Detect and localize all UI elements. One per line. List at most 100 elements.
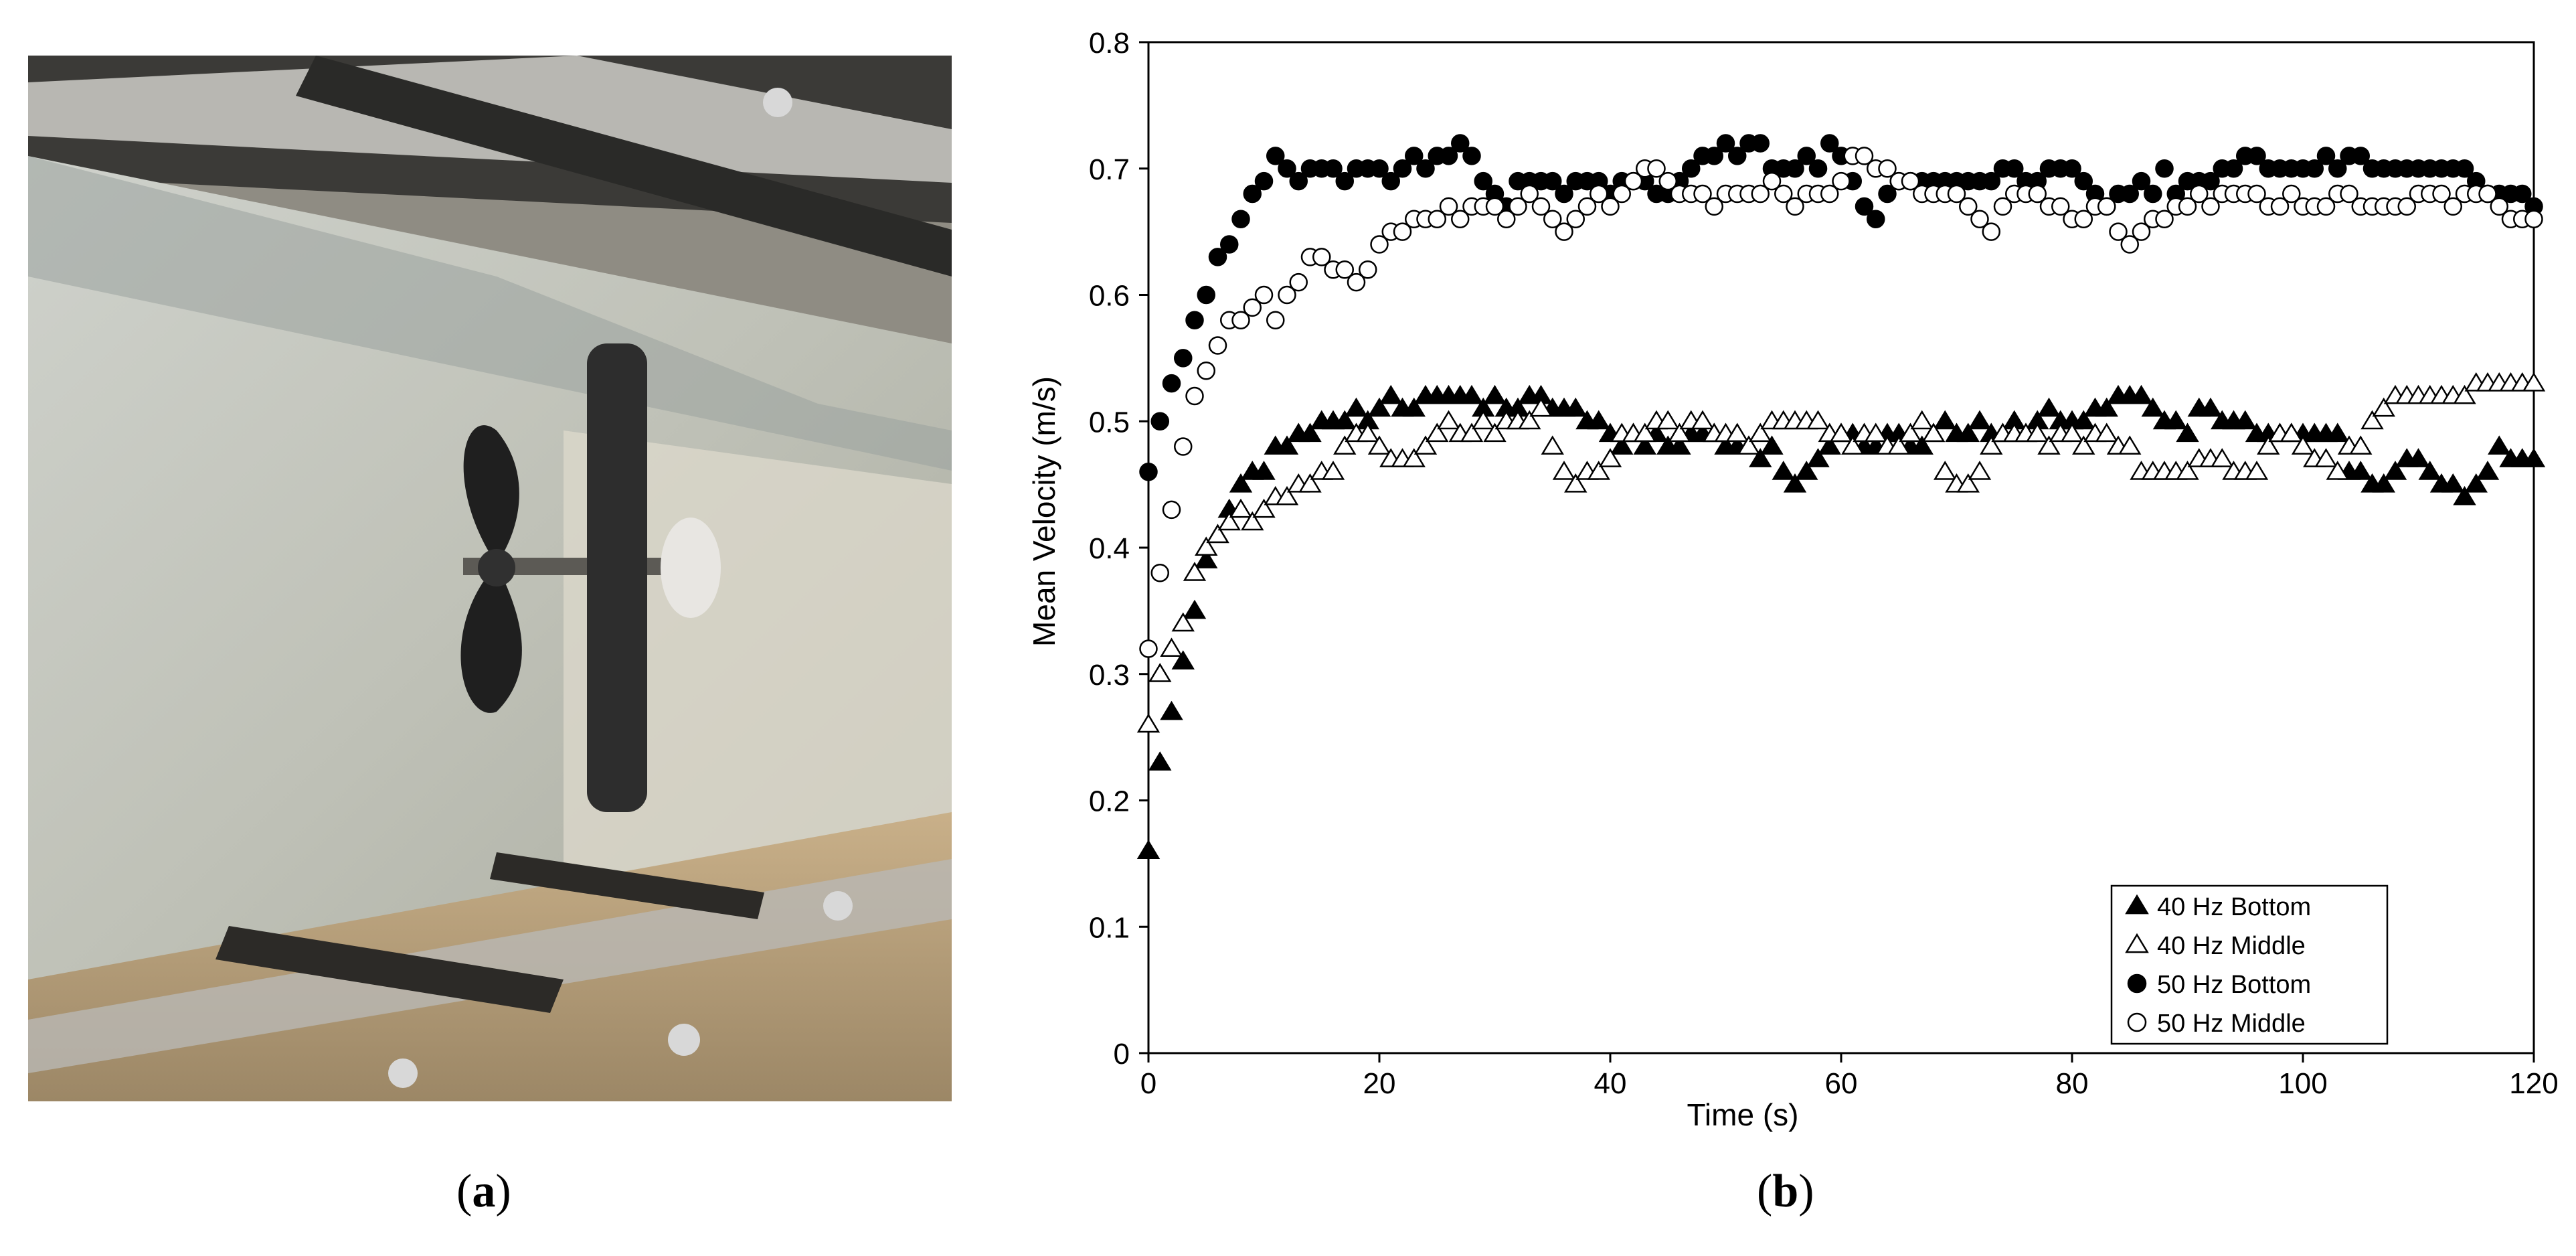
data-point xyxy=(1148,663,1172,682)
data-point xyxy=(2360,410,2384,430)
data-point xyxy=(1359,260,1377,279)
data-point xyxy=(2120,184,2139,204)
data-point xyxy=(1160,700,1183,720)
data-point xyxy=(1195,549,1218,568)
data-point xyxy=(1370,159,1389,178)
data-point xyxy=(1693,184,1712,204)
data-point xyxy=(1185,386,1204,406)
data-point xyxy=(2432,184,2451,204)
data-point xyxy=(1705,197,1723,216)
data-point xyxy=(2060,422,2084,443)
panel-label-b-open: ( xyxy=(1757,1166,1773,1217)
data-point xyxy=(1171,650,1195,670)
data-point xyxy=(1231,210,1250,228)
data-point xyxy=(1243,184,1262,204)
data-point xyxy=(2407,448,2430,467)
data-point xyxy=(2178,197,2197,216)
data-point xyxy=(1566,210,1585,228)
data-point xyxy=(1483,422,1507,443)
data-point xyxy=(2247,147,2266,165)
data-point xyxy=(1333,410,1357,430)
data-point xyxy=(1162,500,1181,520)
data-point xyxy=(1806,410,1830,430)
data-point xyxy=(1749,422,1772,443)
data-point xyxy=(2280,422,2303,443)
data-point xyxy=(1878,159,1897,178)
data-point xyxy=(1590,184,1608,204)
data-point xyxy=(1855,147,1874,165)
data-point xyxy=(2155,210,2174,228)
x-tick-label: 60 xyxy=(1825,1067,1858,1100)
data-point xyxy=(1725,422,1749,443)
data-point xyxy=(2372,397,2395,417)
data-point xyxy=(1393,222,1412,241)
data-point xyxy=(1298,473,1322,493)
data-point xyxy=(2120,235,2139,254)
data-point xyxy=(1806,448,1830,467)
data-point xyxy=(1289,272,1308,292)
data-point xyxy=(1370,235,1389,254)
data-point xyxy=(1254,285,1274,305)
data-point xyxy=(1716,134,1735,153)
data-point xyxy=(1633,435,1656,455)
data-point xyxy=(2349,461,2373,480)
data-point xyxy=(1243,298,1262,317)
data-point xyxy=(1347,272,1366,292)
y-tick-label: 0.5 xyxy=(1089,406,1130,439)
data-point xyxy=(1312,248,1331,266)
data-point xyxy=(2141,397,2164,417)
data-point xyxy=(1197,285,1215,305)
data-point xyxy=(2453,485,2476,505)
data-point xyxy=(1797,147,1816,165)
data-point xyxy=(1160,637,1183,657)
data-point xyxy=(1762,171,1782,191)
data-point xyxy=(1808,159,1828,178)
data-point xyxy=(2351,147,2370,165)
data-point xyxy=(2211,448,2234,467)
data-point xyxy=(1968,410,1992,430)
data-point xyxy=(2453,384,2476,404)
data-point xyxy=(2522,448,2546,467)
data-point xyxy=(1795,461,1818,480)
data-point xyxy=(1252,498,1276,518)
data-point xyxy=(1668,422,1691,443)
data-point xyxy=(2372,473,2395,493)
data-point xyxy=(1610,435,1634,455)
data-point xyxy=(2349,435,2373,455)
data-point xyxy=(1367,435,1391,455)
data-point xyxy=(2488,435,2511,455)
data-point xyxy=(2097,197,2116,216)
data-point xyxy=(1379,384,1403,404)
data-point xyxy=(1150,412,1169,430)
data-point xyxy=(2028,184,2047,204)
y-tick-label: 0.7 xyxy=(1089,153,1130,186)
data-point xyxy=(1887,435,1911,455)
data-point xyxy=(1393,159,1412,178)
y-axis: 0 0.1 0.2 0.3 0.4 0.5 0.6 0.7 0.8 xyxy=(1089,27,1148,1071)
data-point xyxy=(1229,473,1253,493)
data-point xyxy=(2441,473,2465,493)
data-point xyxy=(2051,197,2070,216)
data-point xyxy=(1462,147,1481,165)
data-point xyxy=(1982,222,2000,241)
data-point xyxy=(1864,422,1887,443)
legend-entry-label: 50 Hz Bottom xyxy=(2157,971,2311,999)
legend-box xyxy=(2110,884,2389,1045)
data-point xyxy=(1171,612,1195,632)
data-point xyxy=(1472,410,1495,430)
data-point xyxy=(2176,461,2199,480)
data-point xyxy=(1460,422,1484,443)
data-point xyxy=(2383,461,2407,480)
data-point xyxy=(1321,461,1345,480)
data-point xyxy=(1254,171,1274,191)
data-points xyxy=(1136,134,2546,859)
data-point xyxy=(2132,171,2151,191)
data-point xyxy=(1402,397,1426,417)
data-point xyxy=(1275,485,1299,505)
panel-label-a-letter: a xyxy=(472,1166,496,1217)
data-point xyxy=(1829,422,1853,443)
data-point xyxy=(1509,197,1527,216)
data-point xyxy=(1162,374,1181,393)
data-point xyxy=(1206,524,1229,544)
